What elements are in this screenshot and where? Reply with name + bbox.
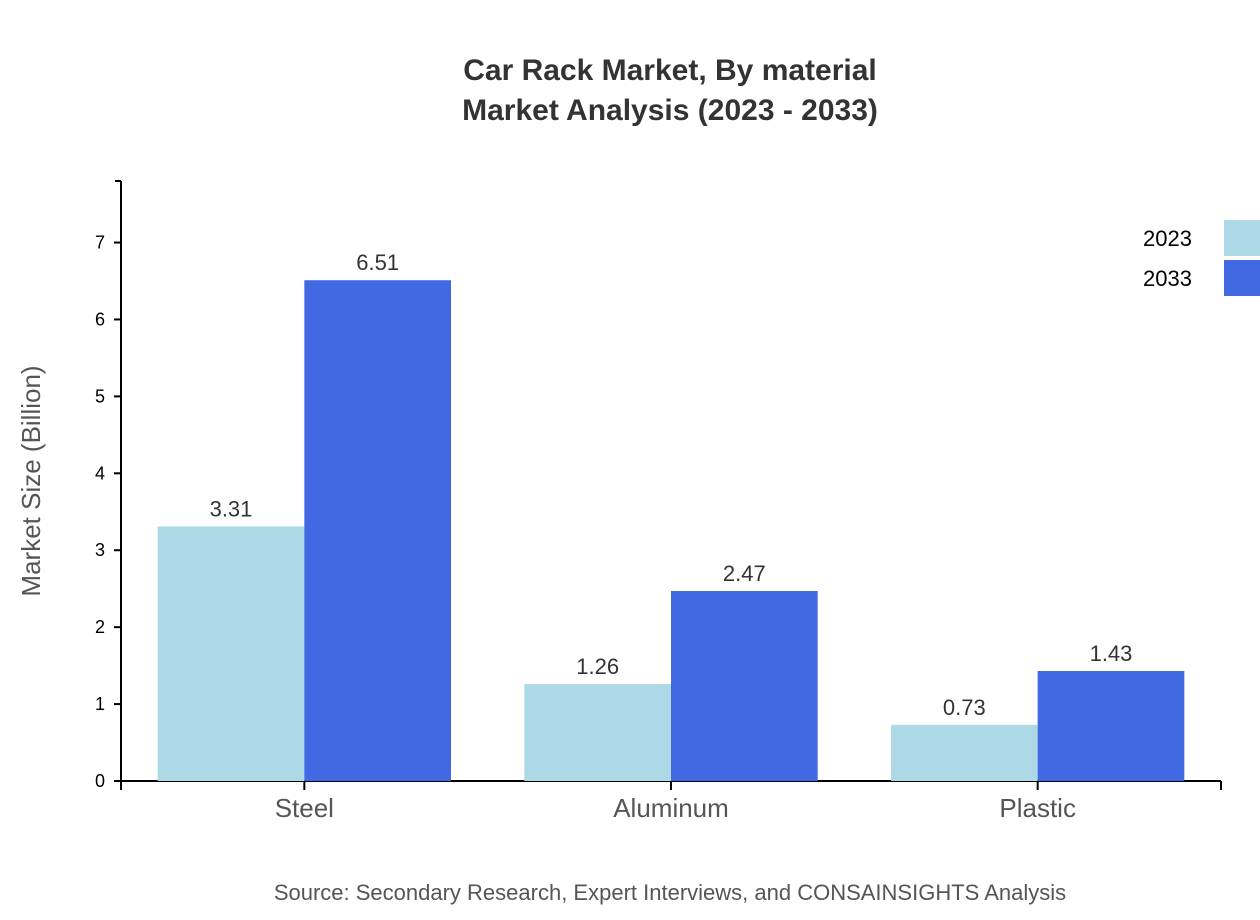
y-tick-label: 4 [95, 463, 105, 483]
legend-swatch-2023 [1224, 220, 1260, 256]
data-label: 2.47 [723, 561, 766, 586]
data-label: 6.51 [356, 250, 399, 275]
y-tick-label: 5 [95, 386, 105, 406]
y-axis-label: Market Size (Billion) [16, 365, 46, 596]
legend-swatch-2033 [1224, 260, 1260, 296]
bar-2023-aluminum [524, 684, 671, 781]
bar-2033-plastic [1037, 671, 1185, 781]
y-tick-label: 6 [95, 309, 105, 329]
y-tick-label: 1 [95, 694, 105, 714]
y-tick-label: 3 [95, 540, 105, 560]
source-note: Source: Secondary Research, Expert Inter… [274, 880, 1066, 905]
bar-2023-steel [157, 526, 305, 781]
data-label: 1.26 [576, 654, 619, 679]
chart-title: Car Rack Market, By material [463, 54, 877, 87]
chart-subtitle: Market Analysis (2023 - 2033) [462, 94, 878, 127]
data-label: 0.73 [943, 695, 986, 720]
y-tick-label: 7 [95, 233, 105, 253]
x-tick-label: Steel [275, 793, 334, 823]
data-label: 1.43 [1090, 641, 1133, 666]
x-tick-label: Plastic [999, 793, 1076, 823]
legend: 2023 2033 [1143, 220, 1260, 296]
bar-2023-plastic [891, 724, 1038, 781]
legend-label: 2033 [1143, 266, 1192, 291]
data-label: 3.31 [210, 496, 253, 521]
x-tick-label: Aluminum [613, 793, 729, 823]
y-tick-label: 0 [95, 771, 105, 791]
bar-2033-aluminum [671, 591, 818, 781]
legend-label: 2023 [1143, 226, 1192, 251]
bar-2033-steel [304, 280, 451, 781]
y-tick-label: 2 [95, 617, 105, 637]
